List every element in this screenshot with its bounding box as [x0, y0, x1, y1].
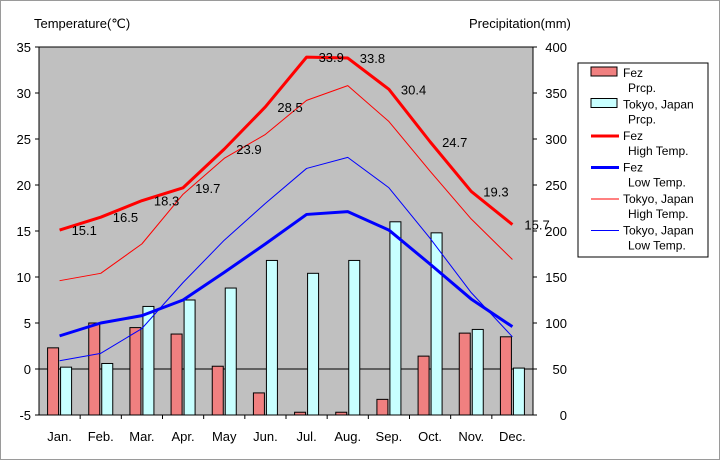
precip-bar: [252, 392, 265, 416]
x-tick-label: Feb.: [88, 429, 114, 444]
y-right-tick-label: 250: [545, 178, 567, 193]
y-left-tick-label: 35: [17, 40, 31, 55]
y-left-axis-title: Temperature(℃): [34, 16, 130, 31]
temperature-line: [59, 55, 514, 232]
data-label: 16.5: [113, 210, 138, 225]
data-label: 30.4: [401, 82, 426, 97]
data-label: 33.9: [319, 50, 344, 65]
precip-bar: [430, 232, 443, 416]
data-label: 23.9: [236, 142, 261, 157]
y-right-tick-label: 200: [545, 224, 567, 239]
legend-label: Prcp.: [628, 81, 656, 95]
legend-label: Low Temp.: [628, 176, 686, 190]
x-tick-label: Jan.: [47, 429, 72, 444]
precip-bar: [142, 305, 155, 416]
y-left-tick-label: 10: [17, 270, 31, 285]
precip-bar: [183, 299, 196, 416]
y-right-axis-title: Precipitation(mm): [469, 16, 571, 31]
data-label: 19.3: [483, 184, 508, 199]
precip-bar: [348, 259, 361, 416]
legend-label: Prcp.: [628, 113, 656, 127]
precip-bar: [512, 367, 525, 416]
x-tick-label: May: [212, 429, 237, 444]
y-left-tick-label: 15: [17, 224, 31, 239]
precip-bar: [47, 347, 60, 416]
y-left-tick-label: -5: [19, 408, 31, 423]
data-label: 15.7: [524, 218, 549, 233]
y-left-tick-label: 30: [17, 86, 31, 101]
x-tick-label: Mar.: [129, 429, 154, 444]
precip-bar: [265, 259, 278, 416]
temperature-line: [59, 210, 514, 338]
y-right-tick-label: 400: [545, 40, 567, 55]
ticks-layer: 35302520151050-5400350300250200150100500…: [17, 40, 567, 444]
precip-bar: [335, 411, 348, 416]
data-labels-layer: 15.1 16.5 18.3 19.7 23.9 28.5 33.9 33.8 30.4 24.7…: [72, 50, 550, 238]
data-label: 24.7: [442, 135, 467, 150]
legend-swatch: [590, 66, 618, 77]
x-tick-label: Aug.: [334, 429, 361, 444]
data-label: 28.5: [277, 100, 302, 115]
legend-swatch: [590, 98, 618, 108]
x-tick-label: Nov.: [458, 429, 484, 444]
data-label: 19.7: [195, 181, 220, 196]
x-tick-label: Sep.: [376, 429, 403, 444]
precip-bar: [129, 327, 142, 416]
data-label: 33.8: [360, 51, 385, 66]
bars-layer: [47, 221, 525, 416]
y-right-tick-label: 50: [553, 362, 567, 377]
precip-bar: [471, 328, 484, 416]
legend-label: Tokyo, Japan: [623, 98, 694, 112]
precip-bar: [307, 272, 320, 416]
y-left-tick-label: 25: [17, 132, 31, 147]
temperature-line: [59, 156, 513, 362]
y-left-tick-label: 5: [24, 316, 31, 331]
y-right-tick-label: 100: [545, 316, 567, 331]
data-label: 18.3: [154, 194, 179, 209]
legend-label: Fez: [623, 129, 643, 143]
y-left-tick-label: 20: [17, 178, 31, 193]
precip-bar: [499, 336, 512, 416]
y-right-tick-label: 300: [545, 132, 567, 147]
lines-layer: [59, 55, 514, 362]
legend-label: Tokyo, Japan: [623, 192, 694, 206]
legend-box: [577, 62, 709, 258]
legend-label: Tokyo, Japan: [623, 224, 694, 238]
precip-bar: [224, 287, 237, 416]
precip-bar: [417, 355, 430, 416]
legend-label: Fez: [623, 66, 643, 80]
x-tick-label: Jun.: [253, 429, 278, 444]
data-label: 15.1: [72, 223, 97, 238]
y-right-tick-label: 0: [560, 408, 567, 423]
precip-bar: [211, 365, 224, 416]
legend-label: High Temp.: [628, 144, 688, 158]
precip-bar: [60, 366, 73, 416]
precip-bar: [88, 322, 101, 416]
temperature-line: [59, 85, 513, 282]
y-right-tick-label: 350: [545, 86, 567, 101]
x-tick-label: Apr.: [172, 429, 195, 444]
precip-bar: [376, 398, 389, 416]
legend-label: High Temp.: [628, 207, 688, 221]
x-tick-label: Jul.: [296, 429, 316, 444]
y-left-tick-label: 0: [24, 362, 31, 377]
precip-bar: [170, 333, 183, 416]
precip-bar: [458, 332, 471, 416]
precip-bar: [101, 362, 114, 416]
precip-bar: [389, 221, 402, 416]
x-tick-label: Dec.: [499, 429, 526, 444]
y-right-tick-label: 150: [545, 270, 567, 285]
precip-bar: [294, 411, 307, 416]
legend-label: Low Temp.: [628, 239, 686, 253]
x-tick-label: Oct.: [418, 429, 442, 444]
legend-label: Fez: [623, 161, 643, 175]
